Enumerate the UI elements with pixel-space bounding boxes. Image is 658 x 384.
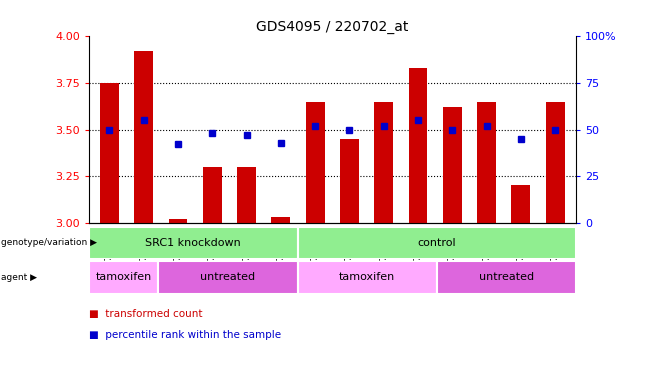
Text: ■  transformed count: ■ transformed count xyxy=(89,309,202,319)
Bar xyxy=(168,219,188,223)
Text: agent ▶: agent ▶ xyxy=(1,273,38,282)
Bar xyxy=(443,107,462,223)
Bar xyxy=(437,261,576,294)
Bar xyxy=(477,102,496,223)
Bar xyxy=(511,185,530,223)
Bar xyxy=(89,261,159,294)
Text: ■  percentile rank within the sample: ■ percentile rank within the sample xyxy=(89,330,281,340)
Text: tamoxifen: tamoxifen xyxy=(95,272,152,283)
Bar xyxy=(409,68,428,223)
Text: SRC1 knockdown: SRC1 knockdown xyxy=(145,238,241,248)
Bar xyxy=(89,227,297,259)
Text: tamoxifen: tamoxifen xyxy=(339,272,395,283)
Text: control: control xyxy=(417,238,456,248)
Bar xyxy=(374,102,393,223)
Bar xyxy=(159,261,297,294)
Bar xyxy=(203,167,222,223)
Text: genotype/variation ▶: genotype/variation ▶ xyxy=(1,238,97,247)
Bar xyxy=(297,261,437,294)
Bar xyxy=(545,102,565,223)
Bar xyxy=(271,217,290,223)
Bar xyxy=(100,83,119,223)
Title: GDS4095 / 220702_at: GDS4095 / 220702_at xyxy=(256,20,409,34)
Bar xyxy=(306,102,324,223)
Bar xyxy=(134,51,153,223)
Text: untreated: untreated xyxy=(201,272,255,283)
Bar xyxy=(297,227,576,259)
Bar xyxy=(340,139,359,223)
Text: untreated: untreated xyxy=(478,272,534,283)
Bar xyxy=(237,167,256,223)
